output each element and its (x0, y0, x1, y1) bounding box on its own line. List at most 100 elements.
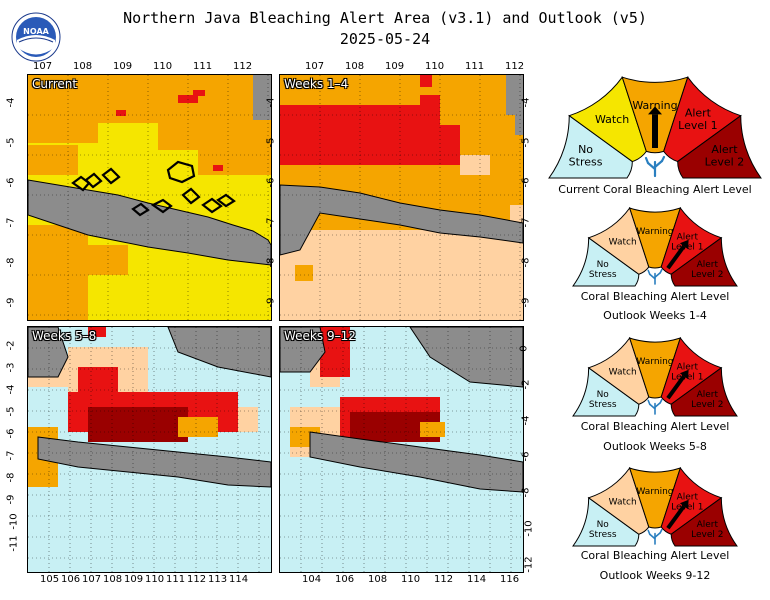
gauge-label-alert2: Alert (711, 143, 738, 156)
lat-tick: -3 (5, 362, 17, 373)
gauge-label-alert1: Alert (685, 107, 712, 120)
map-panel-4: Weeks 9–12 (279, 326, 524, 573)
gauge-label-no-stress: Stress (589, 530, 617, 540)
lat-tick: -4 (5, 97, 17, 108)
map-label: Weeks 9–12 (284, 329, 356, 343)
lat-tick: -6 (520, 451, 532, 462)
gauge-needle-arrow-icon (679, 239, 689, 250)
noaa-logo-icon: NOAA (11, 12, 61, 62)
gauge-label-alert2: Alert (697, 390, 719, 400)
coral-icon (647, 268, 663, 285)
lat-tick: -2 (520, 379, 532, 390)
gauge-caption: Current Coral Bleaching Alert Level (558, 183, 752, 196)
gauge-needle (666, 505, 686, 530)
lon-tick: 112 (233, 61, 253, 72)
lon-tick: 108 (345, 61, 365, 72)
lat-tick: -8 (265, 257, 277, 268)
noaa-logo-text: NOAA (23, 27, 49, 36)
lon-tick: 110 (401, 574, 421, 585)
gauge-caption: Coral Bleaching Alert Level (580, 290, 730, 303)
gauge-label-warning: Warning (636, 487, 673, 497)
lat-tick: -4 (265, 97, 277, 108)
noaa-logo: NOAA (11, 12, 61, 62)
lon-tick: 116 (500, 574, 520, 585)
lon-tick: 112 (505, 61, 525, 72)
gauge-needle-arrow-icon (648, 106, 662, 115)
gauge-label-watch: Watch (609, 238, 637, 248)
gauge-caption: Coral Bleaching Alert Level (580, 420, 730, 433)
lat-tick: -5 (520, 137, 532, 148)
lat-tick: -8 (520, 487, 532, 498)
map-image (280, 327, 523, 572)
gauge-segment-alert2 (670, 366, 738, 417)
alert-gauge-1: No Stress Watch Warning Alert Level 1 Alert Lev… (545, 68, 765, 184)
gauge-caption-period: Outlook Weeks 5-8 (603, 440, 707, 453)
lat-tick: -5 (265, 137, 277, 148)
lat-tick: -9 (265, 297, 277, 308)
lon-tick: 104 (302, 574, 322, 585)
lat-tick: -7 (265, 217, 277, 228)
lon-tick: 108 (73, 61, 93, 72)
lat-tick: -6 (520, 177, 532, 188)
lat-tick: -10 (523, 520, 535, 537)
gauge-label-alert1: Alert (677, 363, 699, 373)
gauge-label-alert1: Level 1 (678, 119, 718, 132)
lat-tick: -5 (5, 406, 17, 417)
gauge-label-no-stress: Stress (589, 270, 617, 280)
gauge-label-no-stress: No (597, 520, 610, 530)
gauge-caption-period: Outlook Weeks 1-4 (603, 309, 707, 322)
map-label: Weeks 5–8 (32, 329, 97, 343)
lon-tick: 112 (434, 574, 454, 585)
lon-tick: 106 (335, 574, 355, 585)
lon-tick: 107 (305, 61, 325, 72)
lat-tick: -2 (5, 340, 17, 351)
lon-tick: 112 (187, 574, 207, 585)
map-panel-1: Current (27, 74, 272, 321)
lat-tick: -8 (5, 472, 17, 483)
gauge-label-alert2: Level 2 (705, 155, 745, 168)
lat-tick: -10 (8, 513, 20, 530)
gauge-caption: Coral Bleaching Alert Level (580, 549, 730, 562)
map-image (28, 327, 271, 572)
gauge-label-no-stress: No (597, 390, 610, 400)
lat-tick: -4 (5, 384, 17, 395)
gauge-segment-alert2 (670, 496, 738, 547)
gauge-label-alert1: Alert (677, 233, 699, 243)
map-image (28, 75, 271, 320)
lon-tick: 109 (385, 61, 405, 72)
lon-tick: 106 (61, 574, 81, 585)
gauge-label-no-stress: No (597, 260, 610, 270)
coral-icon (647, 528, 663, 545)
map-panel-2: Weeks 1–4 (279, 74, 524, 321)
lon-tick: 114 (229, 574, 249, 585)
gauge-label-watch: Watch (609, 368, 637, 378)
lon-tick: 110 (425, 61, 445, 72)
gauge-label-watch: Watch (595, 113, 629, 126)
lat-tick: -5 (5, 137, 17, 148)
coral-icon (644, 155, 666, 178)
lat-tick: -6 (5, 428, 17, 439)
gauge-segment-alert2 (677, 114, 762, 179)
gauge-label-alert2: Alert (697, 260, 719, 270)
lat-tick: -9 (520, 297, 532, 308)
lat-tick: -8 (5, 257, 17, 268)
lat-tick: -6 (5, 177, 17, 188)
lat-tick: -7 (5, 450, 17, 461)
gauge-label-alert2: Level 2 (691, 400, 723, 410)
lon-tick: 107 (33, 61, 53, 72)
gauge-needle (666, 375, 686, 400)
lat-tick: -8 (520, 257, 532, 268)
lat-tick: 0 (518, 345, 530, 352)
lon-tick: 111 (193, 61, 213, 72)
lon-tick: 111 (465, 61, 485, 72)
gauge-caption-period: Outlook Weeks 9-12 (599, 569, 711, 582)
lon-tick: 105 (40, 574, 60, 585)
title-main: Northern Java Bleaching Alert Area (v3.1… (123, 9, 647, 27)
gauge-label-alert2: Alert (697, 520, 719, 530)
lat-tick: -7 (5, 217, 17, 228)
lat-tick: -6 (265, 177, 277, 188)
lat-tick: -11 (8, 535, 20, 552)
title-date: 2025-05-24 (339, 30, 431, 48)
